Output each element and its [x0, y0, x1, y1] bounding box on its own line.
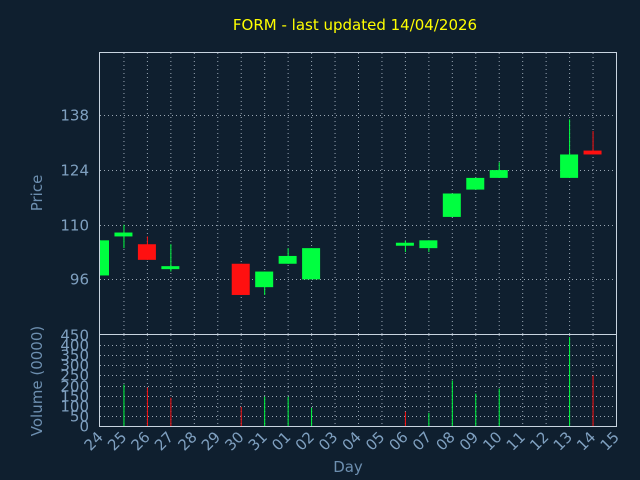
volume-bars [123, 337, 594, 426]
candle-body [100, 240, 109, 276]
volume-tick-label: 50 [70, 408, 89, 426]
price-tick-label: 110 [60, 217, 89, 235]
x-tick-label: 09 [456, 428, 482, 454]
candle [231, 263, 250, 295]
candle [489, 162, 508, 178]
x-tick-label: 08 [432, 428, 458, 454]
candle-body [255, 271, 274, 288]
candle [302, 248, 321, 280]
candle-body [395, 242, 414, 246]
candle [419, 240, 438, 253]
x-axis-label: Day [333, 458, 363, 476]
volume-tick-label: 350 [60, 347, 89, 365]
x-axis-ticks: 2425262728293031010203040506070809101112… [81, 428, 623, 454]
x-tick-label: 11 [503, 428, 529, 454]
candle-body [161, 266, 180, 270]
volume-frame [99, 334, 617, 427]
volume-tick-label: 0 [79, 418, 89, 436]
chart-title: FORM - last updated 14/04/2026 [233, 16, 477, 34]
candle-body [583, 150, 602, 155]
volume-tick-label: 450 [60, 327, 89, 345]
x-tick-label: 04 [339, 428, 365, 454]
x-tick-label: 07 [409, 428, 435, 454]
x-tick-label: 13 [550, 428, 576, 454]
candle [560, 119, 579, 178]
volume-tick-label: 200 [60, 378, 89, 396]
candle-body [560, 154, 579, 178]
volume-tick-label: 300 [60, 357, 89, 375]
x-tick-label: 26 [128, 428, 154, 454]
x-tick-label: 28 [174, 428, 200, 454]
price-tick-label: 138 [60, 107, 89, 125]
candles [100, 119, 602, 295]
candle-body [302, 248, 321, 280]
candle [137, 236, 156, 260]
x-tick-label: 14 [573, 428, 599, 454]
x-tick-label: 15 [597, 428, 623, 454]
candle [161, 244, 180, 272]
volume-tick-label: 100 [60, 398, 89, 416]
candle-body [466, 177, 485, 190]
candle-body [137, 244, 156, 260]
candle-body [419, 240, 438, 249]
volume-tick-label: 150 [60, 388, 89, 406]
x-tick-label: 10 [479, 428, 505, 454]
x-tick-label: 03 [315, 428, 341, 454]
x-tick-label: 05 [362, 428, 388, 454]
candle [395, 240, 414, 253]
volume-axis-label: Volume (0000) [28, 326, 46, 436]
candle-body [278, 255, 297, 264]
price-grid [100, 53, 616, 334]
candle [442, 193, 461, 217]
candle [466, 177, 485, 190]
candle [255, 271, 274, 295]
x-tick-label: 25 [104, 428, 130, 454]
candle [278, 248, 297, 264]
price-tick-label: 124 [60, 162, 89, 180]
candle-body [231, 263, 250, 295]
x-tick-label: 27 [151, 428, 177, 454]
price-panel: 96 110 124 138 Price [28, 52, 617, 335]
x-tick-label: 01 [268, 428, 294, 454]
candle [100, 240, 109, 276]
x-tick-label: 02 [292, 428, 318, 454]
candle-body [114, 232, 133, 237]
candle [583, 131, 602, 155]
volume-grid [100, 335, 616, 426]
x-tick-label: 29 [198, 428, 224, 454]
price-tick-label: 96 [70, 271, 89, 289]
candle-body [489, 170, 508, 178]
volume-tick-label: 400 [60, 337, 89, 355]
x-tick-label: 31 [245, 428, 271, 454]
volume-tick-label: 250 [60, 367, 89, 385]
x-tick-label: 06 [386, 428, 412, 454]
candle [114, 224, 133, 249]
price-axis-label: Price [28, 175, 46, 212]
x-tick-label: 12 [526, 428, 552, 454]
price-y-ticks: 96 110 124 138 [60, 107, 89, 289]
candle-body [442, 193, 461, 217]
x-tick-label: 30 [221, 428, 247, 454]
